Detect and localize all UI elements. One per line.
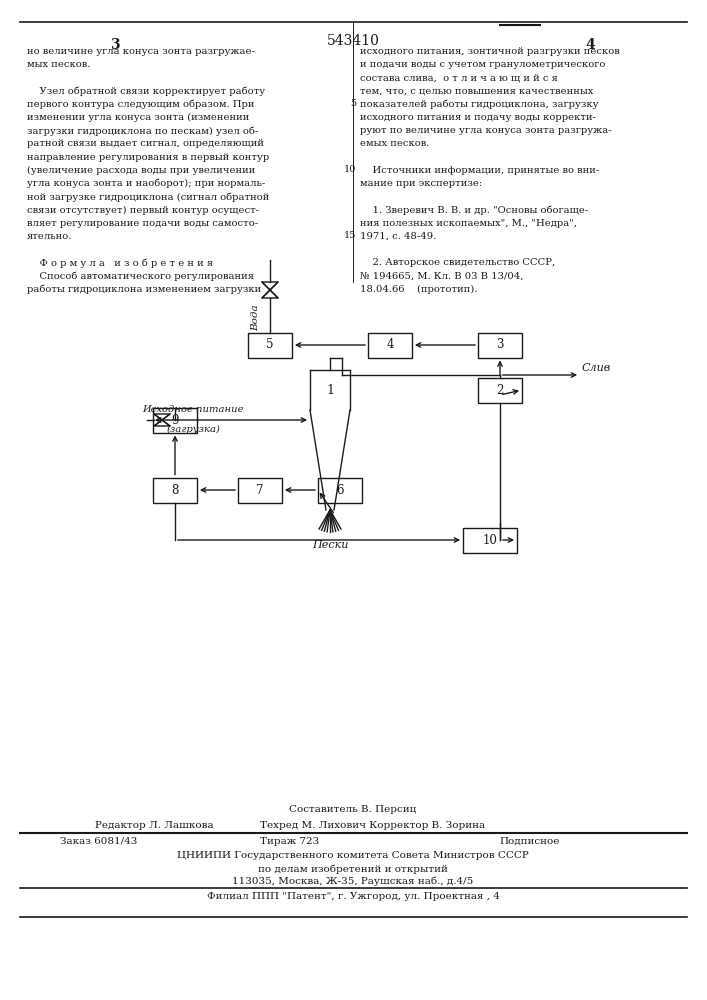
Text: Ф о р м у л а   и з о б р е т е н и я: Ф о р м у л а и з о б р е т е н и я	[27, 258, 213, 268]
Text: исходного питания, зонтичной разгрузки песков: исходного питания, зонтичной разгрузки п…	[360, 47, 620, 56]
Text: 543410: 543410	[327, 34, 380, 48]
Text: 3: 3	[110, 38, 119, 52]
Text: но величине угла конуса зонта разгружае-: но величине угла конуса зонта разгружае-	[27, 47, 255, 56]
Text: Тираж 723: Тираж 723	[260, 837, 320, 846]
Text: ЦНИИПИ Государственного комитета Совета Министров СССР: ЦНИИПИ Государственного комитета Совета …	[177, 851, 529, 860]
Text: 8: 8	[171, 484, 179, 496]
Text: Слив: Слив	[582, 363, 612, 373]
Text: исходного питания и подачу воды корректи-: исходного питания и подачу воды корректи…	[360, 113, 596, 122]
Text: связи отсутствует) первый контур осущест-: связи отсутствует) первый контур осущест…	[27, 205, 259, 215]
Text: ния полезных ископаемых", М., "Недра",: ния полезных ископаемых", М., "Недра",	[360, 219, 577, 228]
Text: 10: 10	[344, 165, 356, 174]
Text: 9: 9	[171, 414, 179, 426]
Text: 10: 10	[483, 534, 498, 546]
Text: Техред М. Лихович Корректор В. Зорина: Техред М. Лихович Корректор В. Зорина	[260, 821, 485, 830]
Text: Источники информации, принятые во вни-: Источники информации, принятые во вни-	[360, 166, 600, 175]
Text: направление регулирования в первый контур: направление регулирования в первый конту…	[27, 153, 269, 162]
Text: Подписное: Подписное	[500, 837, 560, 846]
Text: 2: 2	[496, 383, 503, 396]
Text: Способ автоматического регулирования: Способ автоматического регулирования	[27, 271, 254, 281]
Text: 1. Зверевич В. В. и др. "Основы обогаще-: 1. Зверевич В. В. и др. "Основы обогаще-	[360, 205, 588, 215]
Text: состава слива,  о т л и ч а ю щ и й с я: состава слива, о т л и ч а ю щ и й с я	[360, 73, 558, 82]
Text: Узел обратной связи корректирует работу: Узел обратной связи корректирует работу	[27, 87, 265, 96]
Text: мание при экспертизе:: мание при экспертизе:	[360, 179, 482, 188]
Text: угла конуса зонта и наоборот); при нормаль-: угла конуса зонта и наоборот); при норма…	[27, 179, 265, 188]
Text: Составитель В. Персиц: Составитель В. Персиц	[289, 805, 416, 814]
Text: и подачи воды с учетом гранулометрического: и подачи воды с учетом гранулометрическо…	[360, 60, 605, 69]
Text: 4: 4	[585, 38, 595, 52]
Text: (загрузка): (загрузка)	[167, 425, 221, 434]
Text: Вода: Вода	[251, 304, 260, 331]
Text: изменении угла конуса зонта (изменении: изменении угла конуса зонта (изменении	[27, 113, 250, 122]
Text: 4: 4	[386, 338, 394, 352]
Text: первого контура следующим образом. При: первого контура следующим образом. При	[27, 100, 255, 109]
Text: 1: 1	[326, 383, 334, 396]
Text: 2. Авторское свидетельство СССР,: 2. Авторское свидетельство СССР,	[360, 258, 555, 267]
Text: (увеличение расхода воды при увеличении: (увеличение расхода воды при увеличении	[27, 166, 255, 175]
Text: показателей работы гидроциклона, загрузку: показателей работы гидроциклона, загрузк…	[360, 100, 599, 109]
Text: ной загрузке гидроциклона (сигнал обратной: ной загрузке гидроциклона (сигнал обратн…	[27, 192, 269, 202]
Text: 5: 5	[267, 338, 274, 352]
Text: Филиал ППП "Патент", г. Ужгород, ул. Проектная , 4: Филиал ППП "Патент", г. Ужгород, ул. Про…	[206, 892, 499, 901]
Text: вляет регулирование подачи воды самосто-: вляет регулирование подачи воды самосто-	[27, 219, 258, 228]
Text: 3: 3	[496, 338, 504, 352]
Text: Редактор Л. Лашкова: Редактор Л. Лашкова	[95, 821, 214, 830]
Text: 7: 7	[256, 484, 264, 496]
Text: ратной связи выдает сигнал, определяющий: ратной связи выдает сигнал, определяющий	[27, 139, 264, 148]
Text: 15: 15	[344, 231, 356, 240]
Text: емых песков.: емых песков.	[360, 139, 429, 148]
Text: тем, что, с целью повышения качественных: тем, что, с целью повышения качественных	[360, 87, 593, 96]
Text: 1971, с. 48-49.: 1971, с. 48-49.	[360, 232, 436, 241]
Text: 18.04.66    (прототип).: 18.04.66 (прототип).	[360, 285, 477, 294]
Text: 6: 6	[337, 484, 344, 496]
Text: Пески: Пески	[312, 540, 348, 550]
Text: работы гидроциклона изменением загрузки: работы гидроциклона изменением загрузки	[27, 285, 262, 294]
Text: мых песков.: мых песков.	[27, 60, 90, 69]
Text: загрузки гидроциклона по пескам) узел об-: загрузки гидроциклона по пескам) узел об…	[27, 126, 258, 136]
Text: 113035, Москва, Ж-35, Раушская наб., д.4/5: 113035, Москва, Ж-35, Раушская наб., д.4…	[233, 877, 474, 886]
Text: 5: 5	[350, 99, 356, 108]
Text: ятельно.: ятельно.	[27, 232, 72, 241]
Text: Заказ 6081/43: Заказ 6081/43	[60, 837, 137, 846]
Text: № 194665, М. Кл. В 03 В 13/04,: № 194665, М. Кл. В 03 В 13/04,	[360, 271, 523, 280]
Text: Исходное питание: Исходное питание	[142, 405, 243, 414]
Text: по делам изобретений и открытий: по делам изобретений и открытий	[258, 864, 448, 874]
Text: руют по величине угла конуса зонта разгружа-: руют по величине угла конуса зонта разгр…	[360, 126, 612, 135]
